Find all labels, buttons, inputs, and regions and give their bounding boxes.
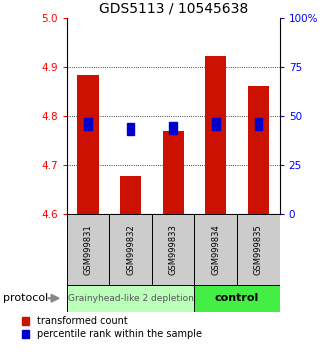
Bar [237, 214, 280, 285]
Text: GSM999833: GSM999833 [168, 224, 178, 275]
Bar [67, 214, 109, 285]
Bar [163, 131, 184, 214]
Bar [67, 285, 194, 312]
Text: GSM999835: GSM999835 [254, 224, 263, 275]
Legend: transformed count, percentile rank within the sample: transformed count, percentile rank withi… [22, 316, 202, 339]
Bar [194, 285, 280, 312]
Bar [205, 56, 226, 214]
Text: GSM999832: GSM999832 [126, 224, 135, 275]
Bar [152, 214, 194, 285]
Text: GSM999834: GSM999834 [211, 224, 220, 275]
Bar [109, 214, 152, 285]
Bar [194, 214, 237, 285]
Bar [120, 176, 141, 214]
Text: protocol: protocol [3, 293, 49, 303]
Text: GSM999831: GSM999831 [83, 224, 93, 275]
Text: control: control [215, 293, 259, 303]
Bar [127, 123, 135, 135]
Bar [84, 118, 92, 130]
Text: Grainyhead-like 2 depletion: Grainyhead-like 2 depletion [68, 294, 193, 303]
Bar [248, 86, 269, 214]
Bar [77, 75, 99, 214]
Bar [212, 118, 220, 130]
Bar [169, 122, 177, 133]
Title: GDS5113 / 10545638: GDS5113 / 10545638 [99, 1, 248, 15]
Bar [254, 118, 262, 130]
